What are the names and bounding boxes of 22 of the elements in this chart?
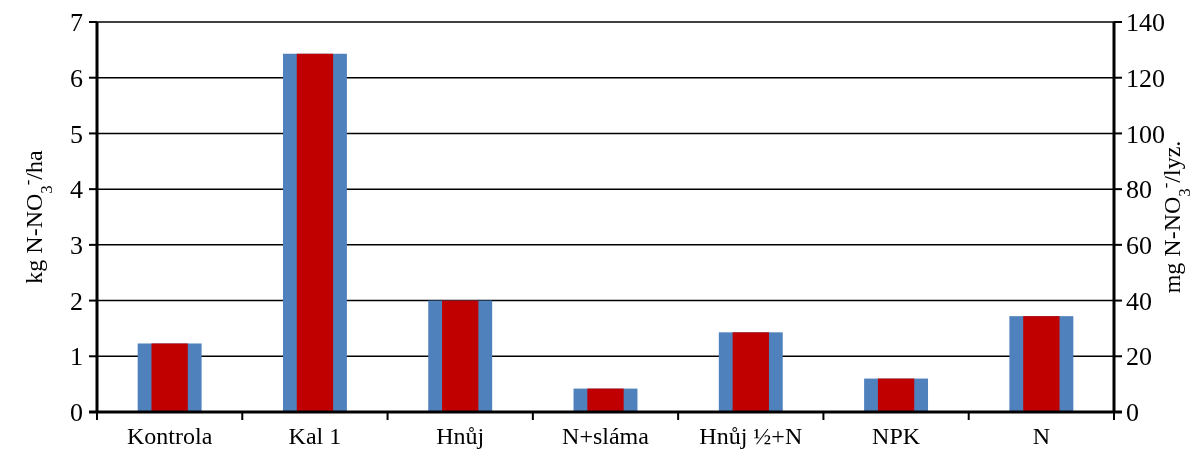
x-tick-label: N+sláma: [562, 423, 650, 449]
y2-tick-label: 60: [1126, 230, 1152, 260]
y-tick-label: 3: [70, 230, 83, 260]
x-tick-label: Hnůj: [436, 423, 485, 449]
x-tick-label: Kal 1: [288, 423, 342, 449]
y-tick-label: 5: [70, 119, 83, 149]
x-tick-label: Kontrola: [126, 423, 213, 449]
x-tick-label: Hnůj ½+N: [699, 423, 803, 449]
y-tick-label: 6: [70, 63, 83, 93]
y2-tick-label: 20: [1126, 342, 1152, 372]
y-tick-label: 1: [70, 342, 83, 372]
y-tick-label: 2: [70, 286, 83, 316]
y-tick-label: 0: [70, 398, 83, 428]
y2-tick-label: 120: [1126, 63, 1165, 93]
y2-tick-label: 80: [1126, 175, 1152, 205]
y2-tick-label: 0: [1126, 398, 1139, 428]
y2-tick-label: 140: [1126, 8, 1165, 38]
y-tick-label: 7: [70, 8, 83, 38]
y2-tick-label: 40: [1126, 286, 1152, 316]
x-tick-label: N: [1032, 423, 1051, 449]
y-tick-label: 4: [70, 175, 83, 205]
x-tick-label: NPK: [872, 423, 921, 449]
